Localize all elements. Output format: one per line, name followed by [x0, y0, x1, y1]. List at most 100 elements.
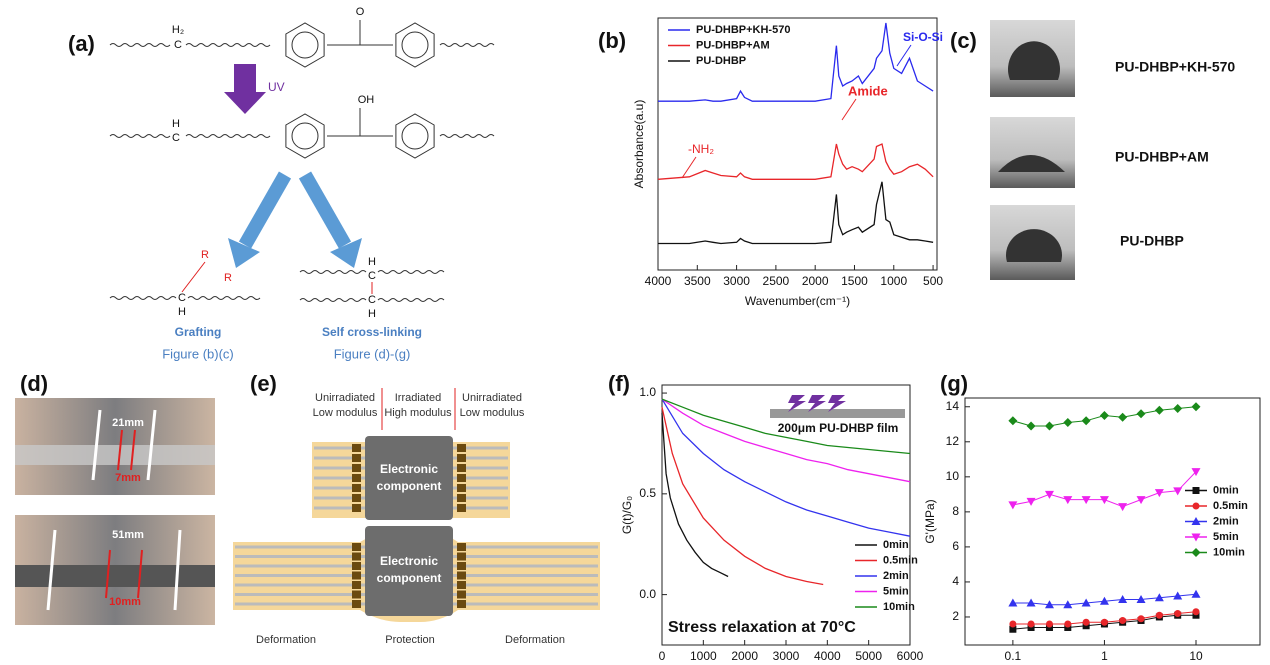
data-line: [658, 22, 934, 102]
benzene-ring: [291, 31, 319, 59]
x-tick-label: 1000: [690, 649, 717, 663]
reaction-scheme: UV Grafting Self cross-linking Figure (b…: [109, 6, 495, 361]
route-ref: Figure (d)-(g): [334, 346, 411, 361]
data-point: [1063, 418, 1073, 428]
marker-line: [130, 429, 136, 471]
x-tick-label: 500: [923, 274, 943, 288]
pad: [352, 444, 361, 452]
polymer-chain: [109, 43, 171, 47]
panel-label: (c): [950, 28, 977, 53]
data-point: [1099, 596, 1109, 605]
chip-label: component: [377, 571, 442, 585]
zone-label: Protection: [385, 634, 435, 646]
data-line: [658, 181, 934, 245]
polymer-chain: [377, 270, 445, 274]
x-tick-label: 3500: [684, 274, 711, 288]
x-tick-label: 6000: [897, 649, 924, 663]
data-point: [1081, 496, 1091, 505]
y-tick-label: 2: [952, 609, 959, 623]
pad: [457, 484, 466, 492]
atom-label: H: [368, 256, 376, 268]
pad: [457, 552, 466, 561]
uv-label: UV: [268, 80, 285, 94]
pad: [457, 562, 466, 570]
polymer-chain: [109, 134, 171, 138]
annotation: Stress relaxation at 70°C: [668, 619, 856, 636]
y-tick-label: 10: [946, 469, 960, 483]
annotation: Si-O-Si: [903, 30, 943, 44]
data-point: [1174, 609, 1182, 617]
data-point: [1192, 611, 1200, 619]
chip-label: Electronic: [380, 462, 438, 476]
data-point: [1136, 496, 1146, 505]
panel-label: (b): [598, 28, 626, 53]
pad: [352, 464, 361, 472]
data-point: [1063, 496, 1073, 505]
uv-arrow: [224, 92, 266, 114]
data-point: [1154, 593, 1164, 602]
annotation: 200μm PU-DHBP film: [778, 421, 899, 435]
region-state: Unirradiated: [462, 392, 522, 404]
pad: [352, 552, 361, 561]
y-tick-label: 6: [952, 539, 959, 553]
sample-label: PU-DHBP: [1120, 233, 1184, 249]
panel-label: (e): [250, 371, 277, 396]
polymer-chain: [187, 296, 261, 300]
pad: [457, 581, 466, 589]
data-point: [1063, 600, 1073, 609]
y-tick-label: 0.0: [639, 587, 656, 601]
region-modulus: Low modulus: [460, 407, 525, 419]
polymer-chain: [299, 270, 367, 274]
data-line: [657, 143, 934, 180]
droplet: [1006, 229, 1062, 262]
data-point: [1064, 620, 1072, 628]
legend-label: 2min: [883, 570, 909, 582]
pad: [457, 590, 466, 599]
data-line: [661, 398, 911, 483]
polymer-chain: [299, 298, 367, 302]
x-tick-label: 1000: [880, 274, 907, 288]
strain-panel: 21mm 7mm 51mm 10mm: [15, 398, 215, 625]
region-state: Unirradiated: [315, 392, 375, 404]
y-axis-label: G(t)/G₀: [620, 496, 634, 534]
benzene-ring: [395, 113, 435, 159]
length-label: 7mm: [115, 472, 141, 484]
route-arrow: [238, 171, 292, 249]
atom-label: H: [178, 306, 186, 318]
legend-label: 0min: [883, 539, 909, 551]
pad: [352, 562, 361, 570]
x-tick-label: 10: [1189, 649, 1203, 663]
legend-label: 10min: [1213, 546, 1245, 558]
atom-label: OH: [358, 94, 375, 106]
data-point: [1191, 589, 1201, 598]
y-tick-label: 12: [946, 434, 960, 448]
atom-label: H: [172, 118, 180, 130]
zone-label: Deformation: [505, 634, 565, 646]
atom-label: C: [174, 39, 182, 51]
marker-line: [46, 529, 57, 611]
data-point: [1136, 594, 1146, 603]
route-arrow: [330, 238, 362, 268]
pad: [457, 571, 466, 580]
legend-marker: [1191, 533, 1201, 542]
atom-label: R: [201, 249, 209, 261]
bond: [181, 261, 206, 293]
uv-icon: [788, 395, 806, 412]
data-point: [1173, 487, 1183, 496]
benzene-ring: [291, 122, 319, 150]
region-state: Irradiated: [395, 392, 441, 404]
pad: [352, 600, 361, 608]
y-tick-label: 1.0: [639, 385, 656, 399]
data-point: [1155, 611, 1163, 619]
pad: [352, 543, 361, 551]
route-name: Grafting: [175, 325, 222, 339]
pad: [352, 581, 361, 589]
legend-label: PU-DHBP+AM: [696, 39, 770, 51]
data-point: [1009, 620, 1017, 628]
legend-marker: [1191, 517, 1201, 525]
atom-label: C: [368, 270, 376, 282]
data-point: [1173, 591, 1183, 600]
atom-label: C: [178, 292, 186, 304]
y-axis-label: G'(MPa): [923, 499, 937, 543]
benzene-ring: [285, 22, 325, 68]
